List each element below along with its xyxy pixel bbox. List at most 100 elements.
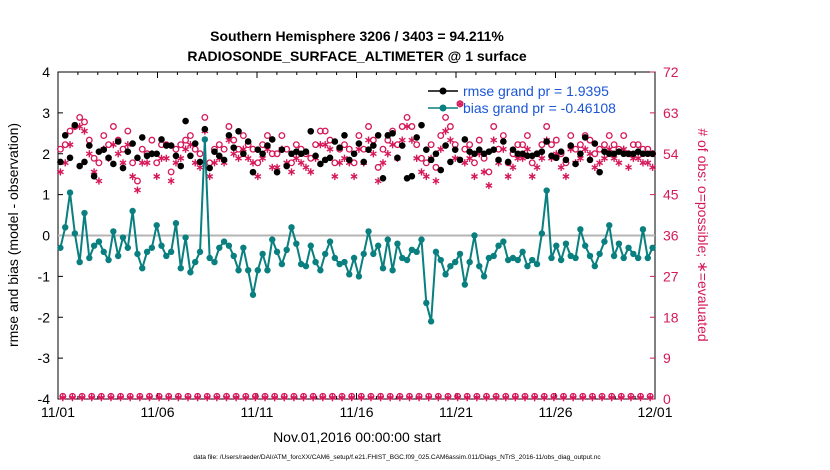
bias-point [519, 248, 526, 256]
evaluated-zero-point [271, 394, 279, 402]
bias-point [533, 260, 541, 268]
bias-point [591, 262, 599, 270]
bias-point [134, 250, 141, 258]
rmse-point [591, 140, 599, 147]
bias-point [62, 224, 69, 231]
evaluated-point [418, 168, 425, 176]
bias-point [403, 256, 411, 264]
possible-point [186, 132, 194, 140]
y-tick-label-left: 4 [42, 64, 50, 80]
evaluated-zero-point [136, 394, 144, 402]
evaluated-zero-point [97, 394, 105, 402]
rmse-point [365, 146, 372, 153]
y-tick-label-left: 0 [42, 228, 50, 244]
bias-point [480, 273, 488, 280]
rmse-point [100, 146, 108, 153]
bias-point [581, 242, 589, 249]
evaluated-point [533, 163, 541, 171]
bias-point [384, 236, 391, 243]
possible-point [398, 123, 406, 130]
evaluated-zero-point [328, 394, 336, 402]
bias-point [153, 222, 160, 229]
possible-point [548, 141, 555, 149]
possible-point [552, 136, 560, 144]
evaluated-zero-point [415, 394, 423, 402]
rmse-point [148, 150, 156, 158]
bias-point [461, 281, 469, 288]
bias-point [81, 209, 88, 217]
evaluated-point [649, 163, 657, 171]
bias-point [466, 258, 473, 266]
evaluated-point [581, 145, 589, 153]
rmse-point [220, 156, 228, 164]
possible-point [432, 163, 440, 171]
rmse-point [341, 132, 348, 139]
evaluated-zero-point [386, 394, 394, 402]
possible-point [109, 123, 117, 130]
bias-point [163, 252, 170, 260]
rmse-point [495, 156, 502, 164]
rmse-point [461, 136, 469, 143]
rmse-point [191, 140, 199, 147]
rmse-point [500, 138, 507, 145]
possible-point [196, 150, 204, 158]
evaluated-zero-point [425, 394, 433, 402]
bias-point [187, 269, 194, 276]
evaluated-point [538, 154, 546, 162]
possible-point [312, 141, 320, 149]
rmse-point [543, 138, 550, 145]
rmse-point [244, 138, 252, 145]
y-tick-label-left: -3 [38, 350, 51, 366]
rmse-point [577, 150, 584, 158]
x-tick-label: 11/26 [539, 404, 573, 420]
rmse-point [394, 154, 401, 162]
rmse-point [71, 121, 79, 129]
evaluated-zero-point [579, 394, 587, 402]
bias-point [630, 250, 637, 258]
possible-point [567, 132, 575, 140]
y-tick-label-right: 18 [663, 309, 679, 325]
evaluated-zero-point [280, 394, 288, 402]
x-tick-label: 11/21 [439, 404, 473, 420]
legend-bias-label: bias grand pr = -0.46108 [463, 100, 616, 116]
bias-point [346, 271, 353, 278]
bias-point [476, 262, 483, 270]
possible-point [66, 127, 74, 135]
evaluated-point [625, 163, 632, 171]
bias-point [288, 224, 295, 231]
evaluated-zero-point [78, 394, 86, 402]
y-tick-label-right: 9 [663, 350, 671, 366]
evaluated-point [432, 177, 440, 185]
evaluated-zero-point [126, 394, 134, 402]
possible-point [408, 123, 416, 130]
bias-point [634, 254, 642, 262]
rmse-point [557, 148, 565, 156]
bias-point [105, 256, 112, 264]
rmse-point [302, 148, 310, 156]
possible-point [591, 150, 599, 158]
rmse-point [379, 174, 387, 182]
bias-point [596, 250, 603, 258]
x-axis-label: Nov.01,2016 00:00:00 start [273, 429, 441, 445]
rmse-point [514, 150, 522, 158]
rmse-point [581, 134, 589, 141]
evaluated-zero-point [203, 394, 211, 402]
rmse-point [273, 168, 281, 176]
bias-point [456, 250, 464, 258]
possible-point [254, 159, 262, 167]
bias-point [331, 254, 339, 262]
possible-point [350, 159, 358, 167]
bias-point [370, 250, 377, 258]
bias-point [413, 248, 420, 256]
possible-point [124, 127, 132, 135]
possible-point [422, 159, 430, 167]
possible-point [523, 132, 531, 140]
evaluated-zero-point [550, 394, 558, 402]
evaluated-point [230, 150, 238, 158]
rmse-point [201, 125, 209, 133]
rmse-point [158, 136, 165, 143]
rmse-point [235, 127, 242, 135]
rmse-point [374, 132, 382, 139]
bias-point [167, 248, 175, 256]
evaluated-point [143, 159, 151, 167]
